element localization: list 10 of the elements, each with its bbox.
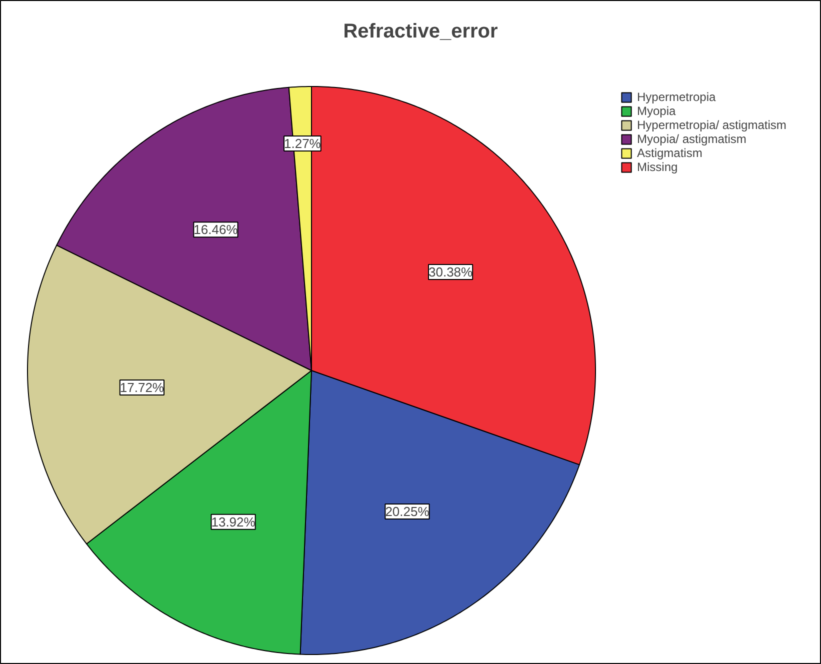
data-label: 13.92% [211, 514, 256, 530]
chart-title: Refractive_error [343, 20, 498, 42]
data-label: 1.27% [284, 136, 322, 151]
legend-label: Myopia [637, 104, 676, 118]
data-label: 17.72% [120, 380, 164, 395]
legend-label: Myopia/ astigmatism [637, 132, 746, 146]
legend-label: Missing [637, 160, 678, 174]
legend-label: Astigmatism [637, 146, 702, 160]
legend-label: Hypermetropia/ astigmatism [637, 118, 786, 132]
legend-label: Hypermetropia [637, 90, 716, 104]
